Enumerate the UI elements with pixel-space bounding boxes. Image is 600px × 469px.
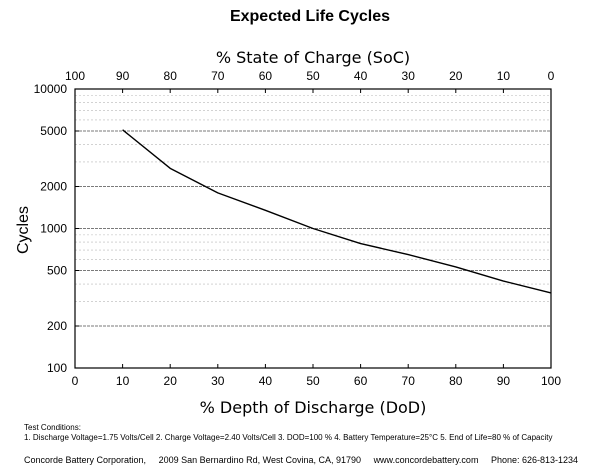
test-conditions-list: 1. Discharge Voltage=1.75 Volts/Cell 2. … — [24, 433, 553, 442]
y-tick-label: 5000 — [40, 124, 67, 138]
grid-lines — [75, 95, 551, 327]
x2-tick-label: 20 — [449, 69, 463, 83]
x-tick-label: 100 — [541, 374, 561, 388]
test-conditions: Test Conditions: 1. Discharge Voltage=1.… — [24, 423, 552, 443]
x-tick-label: 80 — [449, 374, 463, 388]
x-axis-ticks: 0 10 20 30 40 50 60 70 80 90 100 — [72, 364, 561, 388]
x2-axis-title: % State of Charge (SoC) — [216, 48, 410, 67]
footer-website: www.concordebattery.com — [373, 455, 479, 465]
x-axis-title: % Depth of Discharge (DoD) — [200, 398, 427, 417]
y-tick-label: 500 — [47, 263, 67, 277]
x2-tick-label: 80 — [164, 69, 178, 83]
series-line — [122, 129, 552, 294]
footer-address: 2009 San Bernardino Rd, West Covina, CA,… — [158, 455, 362, 465]
x2-tick-label: 50 — [306, 69, 320, 83]
x-tick-label: 50 — [306, 374, 320, 388]
x2-tick-label: 40 — [354, 69, 368, 83]
x-tick-label: 0 — [72, 374, 79, 388]
y-tick-label: 1000 — [40, 222, 67, 236]
x-tick-label: 20 — [164, 374, 178, 388]
y-tick-label: 200 — [47, 319, 67, 333]
x2-tick-label: 0 — [548, 69, 555, 83]
x2-axis-ticks: 100 90 80 70 60 50 40 30 20 10 0 — [65, 69, 555, 93]
series-group — [122, 129, 552, 294]
x-tick-label: 40 — [259, 374, 273, 388]
y-tick-label: 100 — [47, 361, 67, 375]
y-tick-label: 10000 — [34, 82, 68, 96]
y-axis-ticks: 100 200 500 1000 2000 5000 10000 — [34, 82, 79, 375]
y-tick-label: 2000 — [40, 180, 67, 194]
footer-company: Concorde Battery Corporation, — [24, 455, 147, 465]
x2-tick-label: 10 — [497, 69, 511, 83]
x-tick-label: 10 — [116, 374, 130, 388]
x2-tick-label: 90 — [116, 69, 130, 83]
chart-title: Expected Life Cycles — [229, 8, 391, 25]
x2-tick-label: 60 — [259, 69, 273, 83]
test-conditions-heading: Test Conditions: — [24, 423, 81, 432]
x-tick-label: 30 — [211, 374, 225, 388]
x2-tick-label: 100 — [65, 69, 85, 83]
footer: Concorde Battery Corporation, 2009 San B… — [24, 455, 588, 465]
x-tick-label: 90 — [497, 374, 511, 388]
x2-tick-label: 30 — [402, 69, 416, 83]
y-axis-title: Cycles — [15, 206, 32, 254]
footer-phone: Phone: 626-813-1234 — [490, 455, 579, 465]
x-tick-label: 70 — [402, 374, 416, 388]
x2-tick-label: 70 — [211, 69, 225, 83]
x-tick-label: 60 — [354, 374, 368, 388]
